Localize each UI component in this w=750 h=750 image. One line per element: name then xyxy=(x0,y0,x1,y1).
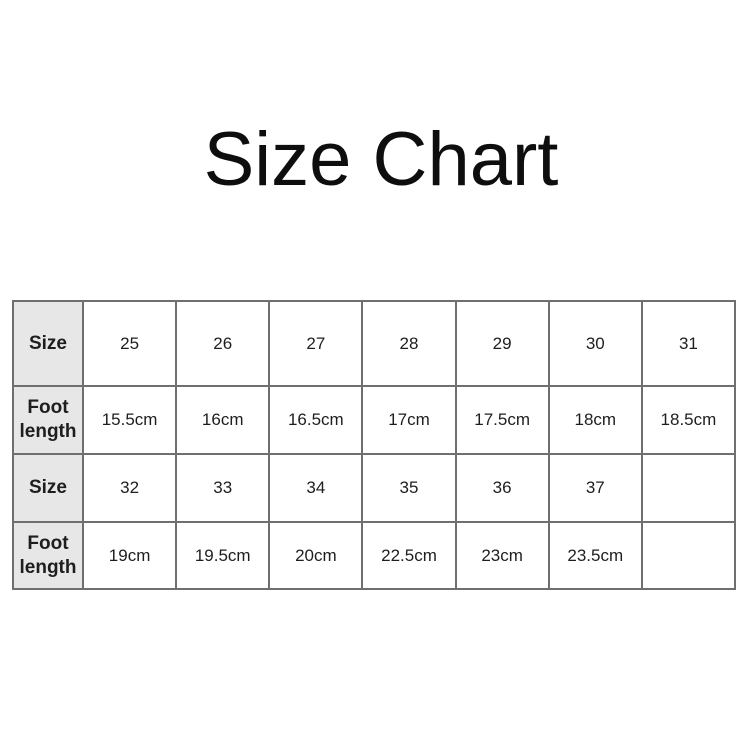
foot-length-value-cell: 23.5cm xyxy=(547,521,643,590)
size-value-cell: 36 xyxy=(454,453,550,523)
size-value-cell: 35 xyxy=(361,453,457,523)
foot-length-value-cell: 18cm xyxy=(547,385,643,455)
size-value-cell: 25 xyxy=(81,300,178,387)
row-header-size: Size xyxy=(12,453,84,523)
foot-length-value-cell: 19cm xyxy=(81,521,178,590)
table-row-foot-length-25-31: Foot length 15.5cm 16cm 16.5cm 17cm 17.5… xyxy=(12,385,737,455)
size-value-cell: 28 xyxy=(361,300,457,387)
foot-length-value-cell: 20cm xyxy=(268,521,364,590)
size-value-cell: 33 xyxy=(175,453,271,523)
size-value-cell: 32 xyxy=(81,453,178,523)
foot-length-value-cell: 16cm xyxy=(175,385,271,455)
row-header-foot-length: Foot length xyxy=(12,521,84,590)
foot-length-value-cell: 17.5cm xyxy=(454,385,550,455)
size-value-cell: 26 xyxy=(175,300,271,387)
size-value-cell: 30 xyxy=(547,300,643,387)
size-value-cell: 37 xyxy=(547,453,643,523)
foot-length-value-cell: 23cm xyxy=(454,521,550,590)
foot-length-value-cell: 22.5cm xyxy=(361,521,457,590)
page-title: Size Chart xyxy=(203,117,559,202)
size-value-cell: 31 xyxy=(640,300,737,387)
size-value-cell: 34 xyxy=(268,453,364,523)
size-value-cell: 27 xyxy=(268,300,364,387)
foot-length-value-cell: 19.5cm xyxy=(175,521,271,590)
row-header-size: Size xyxy=(12,300,84,387)
foot-length-value-cell: 15.5cm xyxy=(81,385,178,455)
empty-cell xyxy=(640,521,737,590)
table-row-sizes-32-37: Size 32 33 34 35 36 37 xyxy=(12,453,737,523)
table-row-sizes-25-31: Size 25 26 27 28 29 30 31 xyxy=(12,300,737,387)
empty-cell xyxy=(640,453,737,523)
foot-length-value-cell: 18.5cm xyxy=(640,385,737,455)
table-row-foot-length-32-37: Foot length 19cm 19.5cm 20cm 22.5cm 23cm… xyxy=(12,521,737,590)
size-value-cell: 29 xyxy=(454,300,550,387)
size-chart-table: Size 25 26 27 28 29 30 31 Foot length 15… xyxy=(12,300,737,590)
row-header-foot-length: Foot length xyxy=(12,385,84,455)
foot-length-value-cell: 17cm xyxy=(361,385,457,455)
foot-length-value-cell: 16.5cm xyxy=(268,385,364,455)
